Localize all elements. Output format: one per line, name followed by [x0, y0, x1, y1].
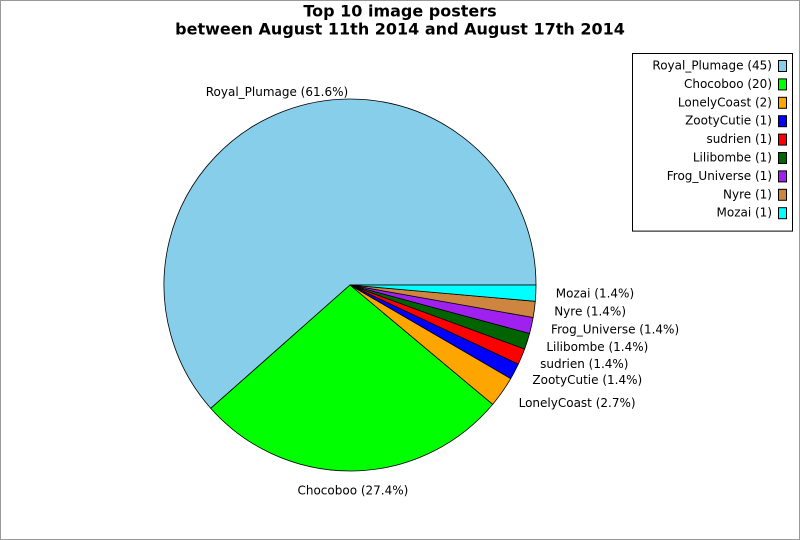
chart-title: Top 10 image posters: [303, 2, 496, 21]
legend-swatch: [778, 96, 787, 109]
legend-label: LonelyCoast (2): [678, 95, 772, 109]
legend-label: Lilibombe (1): [693, 151, 772, 165]
legend-label: sudrien (1): [706, 132, 772, 146]
pie-slice: [349, 284, 537, 302]
slice-label: Royal_Plumage (61.6%): [206, 85, 348, 99]
legend-swatch: [778, 60, 787, 72]
slice-label: sudrien (1.4%): [540, 357, 628, 371]
slice-label: Lilibombe (1.4%): [546, 340, 648, 354]
legend-box: [632, 53, 793, 232]
legend-swatch: [778, 188, 787, 201]
pie-slice: [210, 284, 494, 472]
legend-label: Chocoboo (20): [684, 77, 772, 91]
legend-label: Nyre (1): [723, 187, 772, 201]
legend-label: ZootyCutie (1): [685, 114, 772, 128]
legend-swatch: [778, 78, 787, 91]
chart-subtitle: between August 11th 2014 and August 17th…: [175, 20, 625, 39]
slice-label: LonelyCoast (2.7%): [519, 396, 636, 410]
legend-label: Frog_Universe (1): [667, 169, 772, 183]
legend-label: Mozai (1): [717, 206, 773, 220]
legend-swatch: [778, 133, 787, 146]
legend-label: Royal_Plumage (45): [652, 59, 772, 73]
slice-label: Nyre (1.4%): [554, 305, 626, 319]
slice-label: Mozai (1.4%): [556, 287, 634, 301]
legend-swatch: [778, 152, 787, 164]
legend-swatch: [778, 115, 787, 128]
slice-label: Frog_Universe (1.4%): [551, 322, 679, 336]
legend-swatch: [778, 207, 787, 220]
slice-label: ZootyCutie (1.4%): [532, 373, 642, 387]
legend-swatch: [778, 170, 787, 183]
pie-slice: [163, 98, 537, 409]
slice-label: Chocoboo (27.4%): [297, 483, 408, 497]
